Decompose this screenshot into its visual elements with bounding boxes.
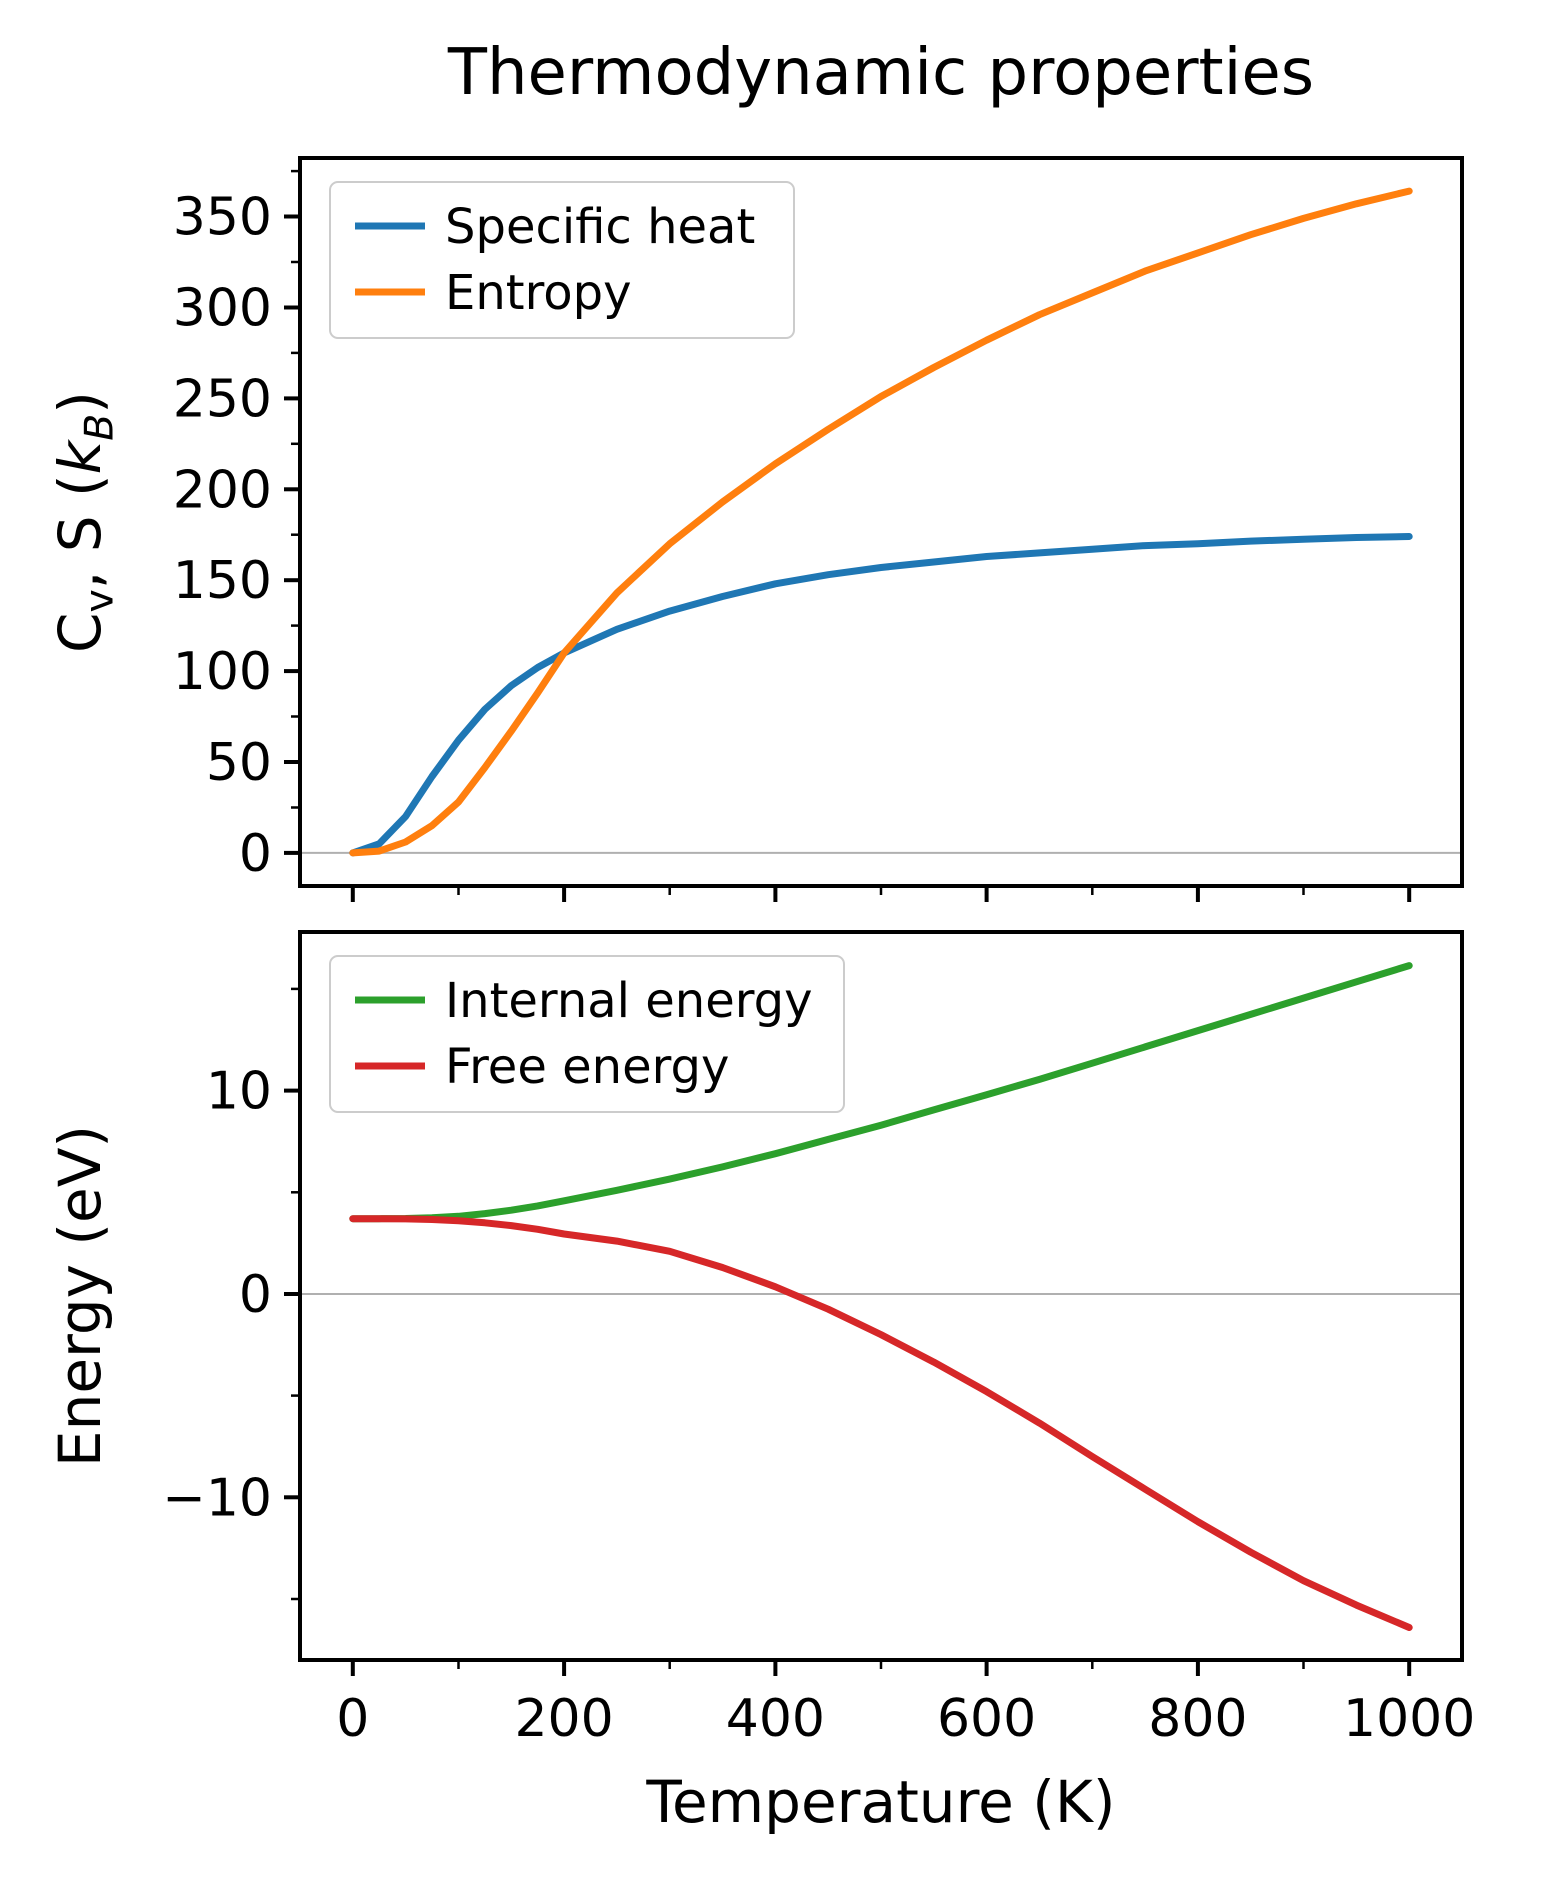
legend-box [329,181,795,339]
y-tick-label: 50 [206,733,272,793]
y-tick-label: 0 [239,824,272,884]
legend-box [329,955,845,1113]
y-tick-label: 200 [173,460,272,520]
chart-title: Thermodynamic properties [447,36,1315,110]
free-energy-line [349,1215,1413,1631]
x-tick-label: 400 [726,1689,825,1749]
ylabel-top-k: k [46,440,114,475]
x-tick-label: 800 [1148,1689,1247,1749]
y-tick-label: 300 [173,279,272,339]
x-tick-label: 600 [937,1689,1036,1749]
internal-energy-line [349,962,1413,1223]
specific-heat-line [349,533,1413,857]
bottom-chart: 0 200 400 600 800 1000 −10 0 10 Internal energy Fr… [162,930,1475,1749]
ylabel-top-v-subscript: v [76,589,123,613]
top-chart: 0 50 100 150 200 250 300 350 Specific heat Entrop… [173,156,1464,902]
legend-label-entropy: Entropy [445,265,632,321]
x-tick-label: 1000 [1343,1689,1475,1749]
y-tick-label: 250 [173,369,272,429]
legend-label-internal-energy: Internal energy [445,973,813,1029]
ylabel-top-c: C [46,612,114,653]
bottom-y-axis-label: Energy (eV) [46,1124,114,1468]
y-tick-label: 350 [173,188,272,248]
ylabel-top-b-subscript: B [77,414,123,441]
y-tick-label: 100 [173,642,272,702]
top-y-axis-label: Cv, S (kB) [45,222,123,822]
y-tick-label: 150 [173,551,272,611]
ylabel-top-mid: , S ( [46,474,114,590]
y-tick-label: 0 [239,1265,272,1325]
x-axis-label: Temperature (K) [646,1768,1116,1836]
series-group [349,187,1413,857]
y-tick-label: −10 [162,1468,272,1528]
x-tick-label: 0 [336,1689,369,1749]
x-tick-label: 200 [514,1689,613,1749]
ylabel-top-close: ) [46,391,114,414]
y-tick-label: 10 [206,1062,272,1122]
ylabel-top-b-italic: B [76,413,123,441]
legend-label-free-energy: Free energy [445,1039,729,1095]
entropy-line [349,187,1413,857]
legend-label-specific-heat: Specific heat [445,199,755,255]
series-group [349,962,1413,1631]
